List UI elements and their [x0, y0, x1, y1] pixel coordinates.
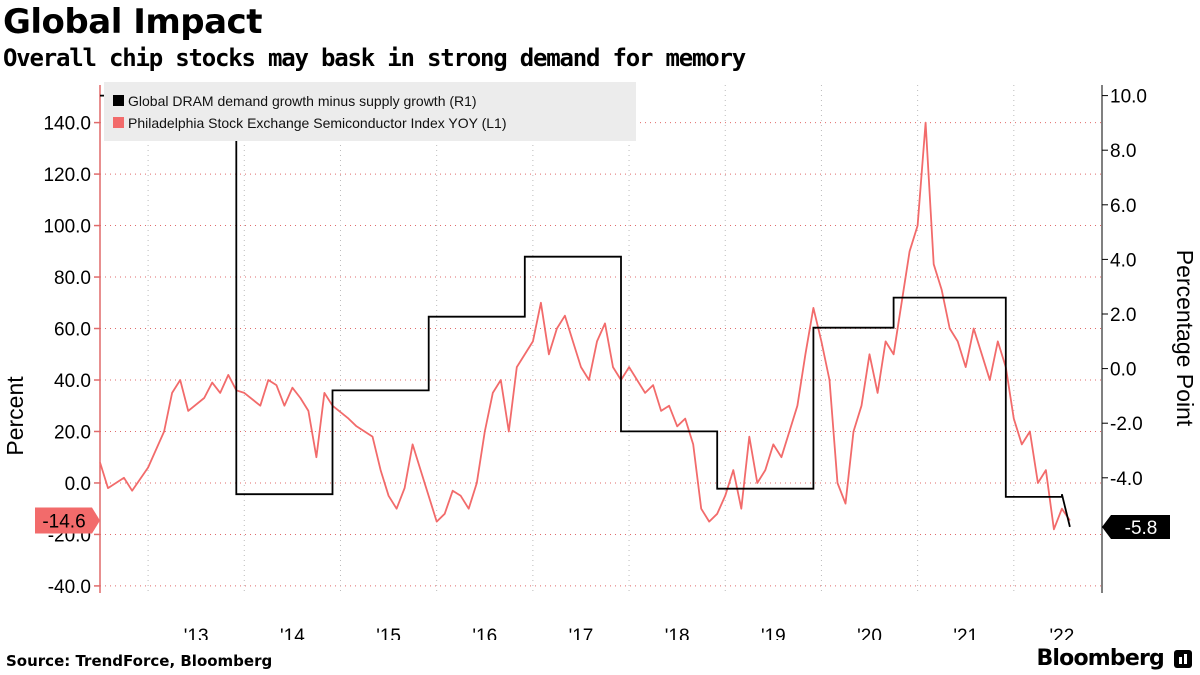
left-tick-label: 140.0 [43, 114, 91, 135]
brand-logo: Bloomberg [1036, 646, 1164, 671]
series-line-sox [99, 121, 1071, 531]
vertical-grid-lines [147, 85, 1015, 593]
left-tick-label: 120.0 [43, 165, 91, 186]
x-tick-label: '17 [569, 626, 594, 640]
right-tick-label: -4.0 [1110, 469, 1143, 490]
x-tick-label: '21 [953, 626, 978, 640]
chart-subtitle: Overall chip stocks may bask in strong d… [3, 44, 746, 72]
series-line-dram [100, 94, 1071, 528]
left-tick-label: -40.0 [48, 577, 91, 598]
right-tick-label: 8.0 [1110, 141, 1136, 162]
legend-swatch-sox [113, 117, 124, 128]
left-tick-label: 0.0 [65, 474, 91, 495]
legend-label-sox: Philadelphia Stock Exchange Semiconducto… [128, 115, 507, 131]
right-tick-label: -2.0 [1110, 414, 1143, 435]
x-tick-label: '20 [857, 626, 882, 640]
left-axis-title: Percent [2, 376, 28, 456]
right-tick-label: 2.0 [1110, 305, 1136, 326]
right-axis-ticks: 10.0 8.0 6.0 4.0 2.0 0.0 -2.0 -4.0 [1102, 87, 1147, 490]
left-tick-label: 20.0 [54, 422, 91, 443]
chart-title: Global Impact [3, 2, 262, 42]
badge-dram-label: -5.8 [1125, 518, 1158, 539]
axes [99, 85, 1103, 593]
badge-sox [35, 507, 100, 534]
x-tick-label: '15 [376, 626, 401, 640]
source-note: Source: TrendForce, Bloomberg [6, 652, 273, 670]
right-tick-label: 4.0 [1110, 250, 1136, 271]
right-tick-label: 6.0 [1110, 196, 1136, 217]
right-tick-label: 10.0 [1110, 87, 1147, 108]
x-tick-label: '13 [184, 626, 209, 640]
legend-background [104, 82, 636, 141]
x-tick-label: '14 [280, 626, 305, 640]
left-tick-label: 100.0 [43, 217, 91, 238]
left-tick-label: 80.0 [54, 268, 91, 289]
x-axis-ticks: '13 '14 '15 '16 '17 '18 '19 '20 '21 '22 [184, 626, 1074, 640]
legend: Global DRAM demand growth minus supply g… [104, 82, 636, 141]
right-axis-title: Percentage Point [1172, 250, 1198, 427]
badge-sox-label: -14.6 [42, 512, 85, 533]
x-tick-label: '22 [1050, 626, 1075, 640]
last-value-badges: -14.6 -5.8 [35, 507, 1170, 539]
left-tick-label: 60.0 [54, 320, 91, 341]
left-axis-ticks: 140.0120.0100.080.060.040.020.00.0-20.0-… [43, 114, 100, 598]
right-tick-label: 0.0 [1110, 360, 1136, 381]
legend-label-dram: Global DRAM demand growth minus supply g… [128, 93, 477, 109]
grid-lines [100, 122, 1102, 587]
x-tick-label: '18 [665, 626, 690, 640]
legend-swatch-dram [113, 95, 124, 106]
bloomberg-icon [1174, 650, 1192, 668]
series-group [99, 94, 1071, 531]
badge-dram [1102, 514, 1170, 539]
x-tick-label: '19 [761, 626, 786, 640]
left-tick-label: 40.0 [54, 371, 91, 392]
x-tick-label: '16 [472, 626, 497, 640]
chart-area: 140.0120.0100.080.060.040.020.00.0-20.0-… [2, 82, 1198, 640]
